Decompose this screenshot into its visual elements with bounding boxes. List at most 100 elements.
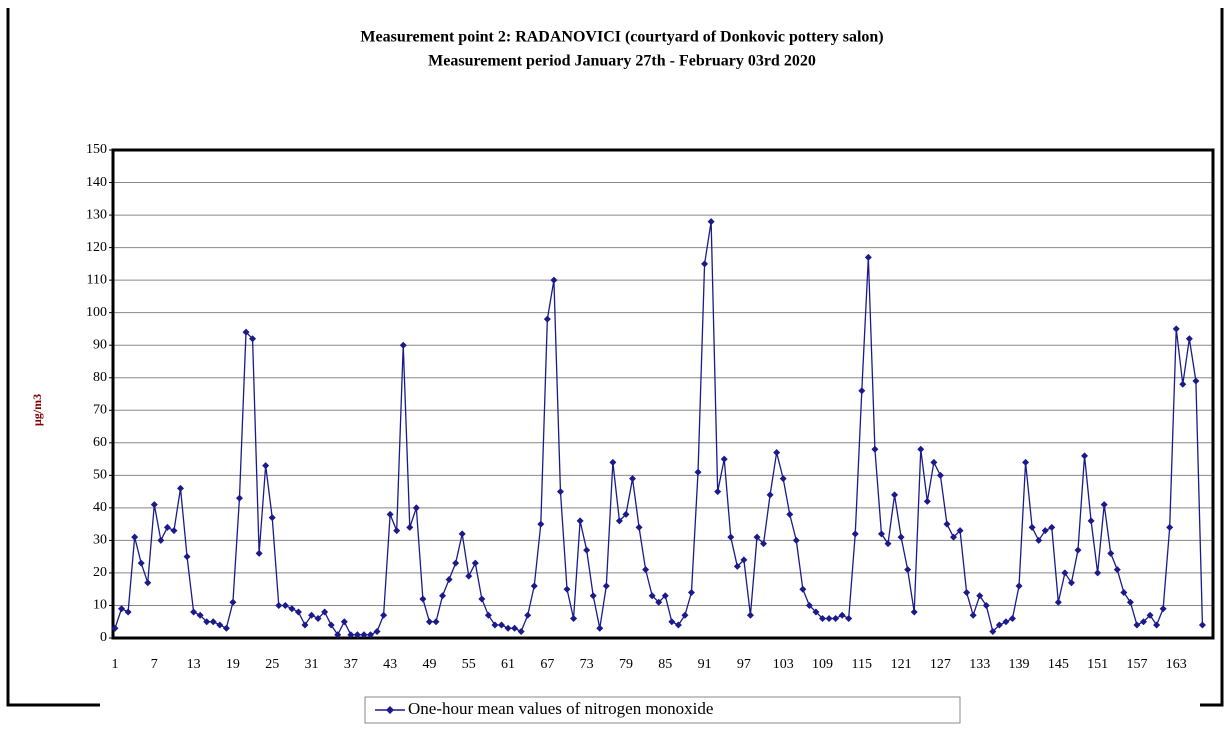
data-point xyxy=(445,575,453,583)
data-point xyxy=(1107,549,1115,557)
data-point xyxy=(308,611,316,619)
x-tick-label: 139 xyxy=(1009,657,1030,672)
data-point xyxy=(818,614,826,622)
chart-title: Measurement point 2: RADANOVICI (courtya… xyxy=(360,29,883,46)
data-point xyxy=(255,549,263,557)
x-tick-label: 145 xyxy=(1048,657,1069,672)
data-point xyxy=(1015,582,1023,590)
data-point xyxy=(1028,523,1036,531)
x-tick-label: 97 xyxy=(737,657,751,672)
data-point xyxy=(917,445,925,453)
x-tick-label: 91 xyxy=(698,657,712,672)
data-point xyxy=(1054,598,1062,606)
data-point xyxy=(275,601,283,609)
data-point xyxy=(504,624,512,632)
y-tick-label: 0 xyxy=(100,630,107,645)
data-point xyxy=(458,530,466,538)
data-point xyxy=(550,276,558,284)
data-point xyxy=(884,540,892,548)
x-tick-label: 37 xyxy=(344,657,358,672)
x-tick-label: 79 xyxy=(619,657,633,672)
data-point xyxy=(1179,380,1187,388)
y-tick-label: 100 xyxy=(86,305,107,320)
data-point xyxy=(648,592,656,600)
data-point xyxy=(845,614,853,622)
y-tick-label: 30 xyxy=(93,533,107,548)
data-point xyxy=(838,611,846,619)
data-point xyxy=(1094,569,1102,577)
data-point xyxy=(399,341,407,349)
data-point xyxy=(157,536,165,544)
data-point xyxy=(1008,614,1016,622)
data-point xyxy=(589,592,597,600)
y-tick-label: 150 xyxy=(86,142,107,157)
data-point xyxy=(530,582,538,590)
data-point xyxy=(1139,618,1147,626)
plot-border xyxy=(111,148,1215,640)
data-point xyxy=(576,517,584,525)
y-tick-label: 70 xyxy=(93,402,107,417)
y-tick-label: 50 xyxy=(93,468,107,483)
x-tick-label: 109 xyxy=(812,657,833,672)
data-point xyxy=(419,595,427,603)
data-point xyxy=(373,627,381,635)
x-tick-label: 25 xyxy=(265,657,279,672)
data-point xyxy=(930,458,938,466)
data-point xyxy=(111,624,119,632)
chart-subtitle: Measurement period January 27th - Februa… xyxy=(428,53,816,70)
data-point xyxy=(465,572,473,580)
data-point xyxy=(1022,458,1030,466)
data-point xyxy=(537,520,545,528)
data-point xyxy=(1002,618,1010,626)
y-tick-label: 140 xyxy=(86,175,107,190)
data-point xyxy=(209,618,217,626)
data-point xyxy=(635,523,643,531)
data-point xyxy=(1074,546,1082,554)
data-point xyxy=(963,588,971,596)
data-point xyxy=(923,497,931,505)
data-point xyxy=(556,488,564,496)
data-point xyxy=(904,566,912,574)
data-point xyxy=(858,387,866,395)
data-point xyxy=(1120,588,1128,596)
data-point xyxy=(805,601,813,609)
data-point xyxy=(235,494,243,502)
data-point xyxy=(353,631,361,639)
y-tick-label: 120 xyxy=(86,240,107,255)
legend xyxy=(364,696,961,724)
data-point xyxy=(229,598,237,606)
data-point xyxy=(877,530,885,538)
data-point xyxy=(674,621,682,629)
data-point xyxy=(380,611,388,619)
data-point xyxy=(163,523,171,531)
data-point xyxy=(321,608,329,616)
data-point xyxy=(596,624,604,632)
data-point xyxy=(989,627,997,635)
data-point xyxy=(936,471,944,479)
data-point xyxy=(1159,605,1167,613)
data-point xyxy=(969,611,977,619)
data-point xyxy=(124,608,132,616)
y-tick-label: 40 xyxy=(93,500,107,515)
data-point xyxy=(681,611,689,619)
data-point xyxy=(720,455,728,463)
data-point xyxy=(452,559,460,567)
data-point xyxy=(249,335,257,343)
data-point xyxy=(773,449,781,457)
data-point xyxy=(340,618,348,626)
data-point xyxy=(1041,527,1049,535)
data-point xyxy=(694,468,702,476)
data-point xyxy=(196,611,204,619)
data-point xyxy=(871,445,879,453)
data-point xyxy=(701,260,709,268)
data-point xyxy=(543,315,551,323)
data-point xyxy=(190,608,198,616)
data-point xyxy=(1198,621,1206,629)
x-tick-label: 31 xyxy=(305,657,319,672)
y-axis-label: µg/m3 xyxy=(30,394,44,426)
data-point xyxy=(1113,566,1121,574)
data-point xyxy=(294,608,302,616)
data-point xyxy=(484,611,492,619)
x-tick-label: 55 xyxy=(462,657,476,672)
